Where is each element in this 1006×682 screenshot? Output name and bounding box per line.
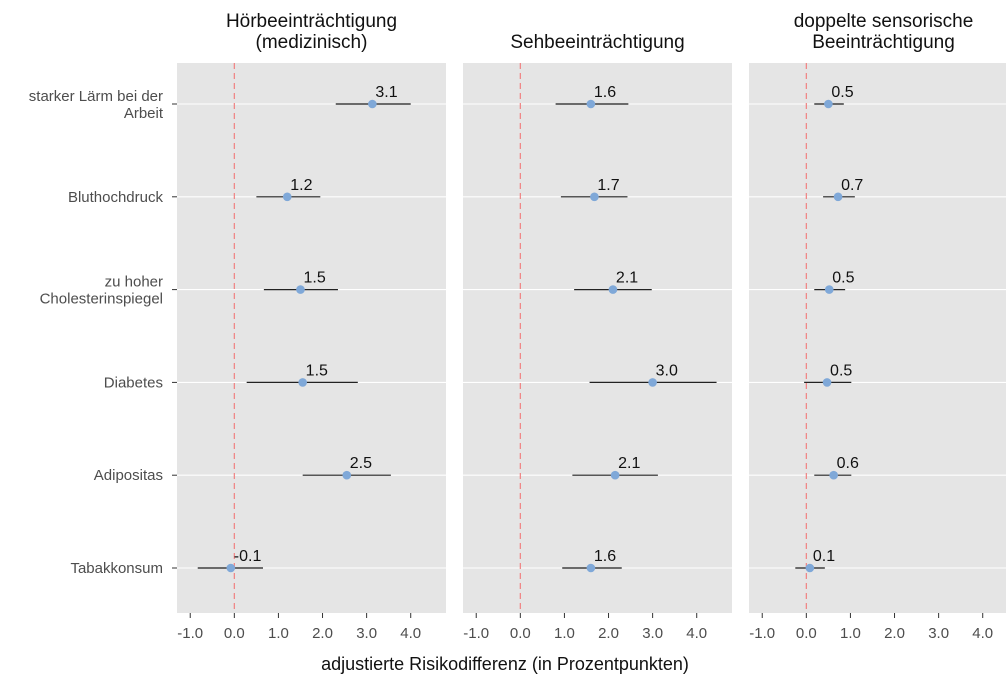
x-tick-label: 0.0	[510, 625, 531, 642]
panel-background	[177, 63, 446, 613]
category-label: Arbeit	[124, 105, 164, 122]
category-label: starker Lärm bei der	[29, 88, 163, 105]
x-tick-label: -1.0	[463, 625, 489, 642]
estimate-point	[829, 470, 838, 480]
estimate-point	[226, 563, 236, 573]
data-label: 0.5	[830, 362, 852, 379]
panel-title: Sehbeeinträchtigung	[510, 32, 684, 53]
estimate-point	[298, 378, 307, 387]
panel-title: Beeinträchtigung	[812, 32, 955, 53]
estimate-point	[824, 285, 834, 294]
x-tick-label: -1.0	[177, 625, 203, 642]
category-label: Diabetes	[104, 374, 163, 391]
data-label: -0.1	[234, 548, 262, 565]
data-label: 0.6	[837, 455, 859, 472]
x-tick-label: 1.0	[554, 625, 575, 642]
panel-title: Hörbeeinträchtigung	[226, 11, 397, 32]
x-tick-label: 2.0	[598, 625, 619, 642]
category-label: zu hoher	[105, 274, 163, 291]
category-label: Adipositas	[94, 467, 163, 484]
x-tick-label: 1.0	[840, 625, 861, 642]
category-label: Tabakkonsum	[70, 560, 163, 577]
x-tick-label: 4.0	[400, 625, 421, 642]
x-tick-label: 0.0	[224, 625, 245, 642]
data-label: 1.5	[306, 362, 328, 379]
estimate-point	[586, 99, 596, 109]
estimate-point	[608, 285, 618, 294]
estimate-point	[610, 470, 620, 480]
x-axis-title: adjustierte Risikodifferenz (in Prozentp…	[321, 654, 689, 674]
data-label: 2.1	[616, 270, 638, 287]
panel-title: (medizinisch)	[256, 32, 368, 53]
x-tick-label: 3.0	[642, 625, 663, 642]
estimate-point	[342, 470, 352, 480]
panel-background	[463, 63, 732, 613]
estimate-point	[296, 285, 305, 294]
category-label: Cholesterinspiegel	[40, 291, 163, 308]
category-label: Bluthochdruck	[68, 189, 164, 206]
data-label: 3.1	[375, 84, 397, 101]
x-tick-label: 1.0	[268, 625, 289, 642]
data-label: 1.6	[594, 84, 616, 101]
data-label: 1.5	[303, 270, 325, 287]
panel-background	[749, 63, 1006, 613]
x-tick-label: 2.0	[312, 625, 333, 642]
x-tick-label: 2.0	[884, 625, 905, 642]
data-label: 0.1	[813, 548, 835, 565]
estimate-point	[824, 99, 833, 109]
estimate-point	[648, 378, 657, 387]
estimate-point	[586, 563, 596, 573]
estimate-point	[805, 563, 815, 573]
estimate-point	[833, 192, 843, 202]
data-label: 0.7	[841, 177, 863, 194]
estimate-point	[282, 192, 292, 202]
estimate-point	[590, 192, 599, 202]
x-tick-label: 4.0	[972, 625, 993, 642]
data-label: 2.5	[350, 455, 372, 472]
x-tick-label: 3.0	[928, 625, 949, 642]
x-tick-label: 3.0	[356, 625, 377, 642]
data-label: 0.5	[832, 270, 854, 287]
data-label: 3.0	[656, 362, 678, 379]
estimate-point	[822, 378, 832, 387]
data-label: 2.1	[618, 455, 640, 472]
data-label: 1.2	[290, 177, 312, 194]
data-label: 0.5	[831, 84, 853, 101]
data-label: 1.6	[594, 548, 616, 565]
x-tick-label: -1.0	[749, 625, 775, 642]
x-tick-label: 0.0	[796, 625, 817, 642]
x-tick-label: 4.0	[686, 625, 707, 642]
panel-title: doppelte sensorische	[794, 11, 974, 32]
data-label: 1.7	[597, 177, 619, 194]
estimate-point	[368, 99, 377, 109]
